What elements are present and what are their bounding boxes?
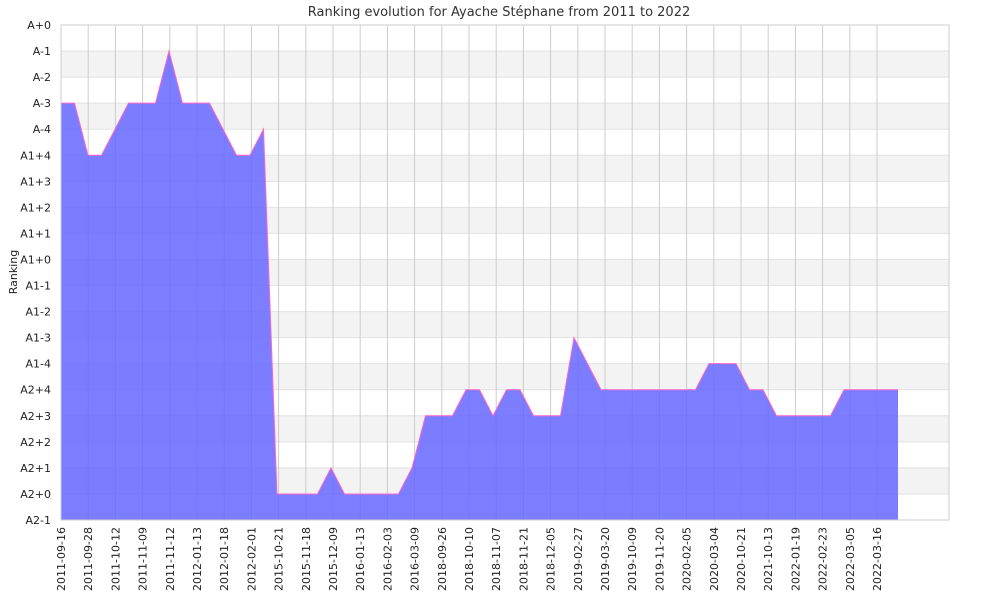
x-tick-label: 2019-03-20: [599, 527, 612, 591]
x-tick-label: 2020-10-21: [735, 527, 748, 591]
plot-border: [60, 24, 950, 521]
background-band: [61, 25, 949, 52]
x-tick-label: 2022-03-05: [844, 527, 857, 591]
x-tick-label: 2016-02-03: [381, 527, 394, 591]
x-tick-label: 2018-10-10: [463, 527, 476, 591]
x-tick-label: 2015-12-09: [327, 527, 340, 591]
y-axis-title: Ranking: [7, 250, 20, 295]
x-tick-label: 2011-11-12: [164, 527, 177, 591]
x-tick-label: 2012-01-18: [218, 527, 231, 591]
x-tick-label: 2012-02-01: [245, 527, 258, 591]
y-tick-label: A2+4: [20, 384, 51, 397]
x-tick-label: 2020-02-05: [681, 527, 694, 591]
x-tick-label: 2018-12-05: [545, 527, 558, 591]
x-tick-label: 2012-01-13: [191, 527, 204, 591]
y-tick-label: A1+0: [20, 253, 51, 266]
y-tick-label: A1-1: [26, 280, 52, 293]
y-tick-label: A2+0: [20, 488, 51, 501]
x-tick-label: 2015-10-21: [273, 527, 286, 591]
y-tick-label: A2-1: [26, 514, 52, 527]
x-tick-label: 2022-01-19: [789, 527, 802, 591]
x-axis-ticks: 2011-09-16 2011-09-28 2011-10-12 2011-11-09…: [55, 527, 884, 591]
ranking-line: [61, 49, 898, 495]
x-tick-label: 2021-10-13: [762, 527, 775, 591]
y-tick-label: A1-4: [26, 358, 52, 371]
x-tick-label: 2018-11-21: [517, 527, 530, 591]
x-tick-label: 2016-01-13: [354, 527, 367, 591]
y-tick-label: A1+1: [20, 227, 51, 240]
x-tick-label: 2019-10-09: [626, 527, 639, 591]
y-tick-label: A-1: [33, 45, 51, 58]
x-tick-label: 2011-10-12: [109, 527, 122, 591]
y-tick-label: A2+3: [20, 410, 51, 423]
x-tick-label: 2019-02-27: [572, 527, 585, 591]
x-tick-label: 2011-09-28: [82, 527, 95, 591]
ranking-area: [61, 51, 898, 521]
background-band: [61, 51, 949, 78]
x-tick-label: 2022-03-16: [871, 527, 884, 591]
area-layer: [60, 24, 950, 521]
y-tick-label: A-4: [33, 123, 51, 136]
background-band: [61, 77, 949, 104]
x-tick-label: 2011-09-16: [55, 527, 68, 591]
x-tick-label: 2016-03-09: [409, 527, 422, 591]
x-tick-label: 2020-03-04: [708, 527, 721, 591]
y-tick-label: A-3: [33, 97, 51, 110]
x-tick-label: 2018-09-26: [436, 527, 449, 591]
chart-title: Ranking evolution for Ayache Stéphane fr…: [308, 5, 690, 20]
x-tick-label: 2018-11-07: [490, 527, 503, 591]
y-axis-ticks: A2-1 A2+0 A2+1 A2+2 A2+3 A2+4 A1-4 A1-3 A1-2 A1-1…: [20, 19, 51, 527]
x-tick-label: 2019-11-20: [653, 527, 666, 591]
x-tick-label: 2011-11-09: [137, 527, 150, 591]
y-tick-label: A1+3: [20, 175, 51, 188]
y-tick-label: A1+4: [20, 149, 51, 162]
y-tick-label: A1-3: [26, 332, 52, 345]
y-tick-label: A1-2: [26, 306, 52, 319]
y-tick-label: A2+1: [20, 462, 51, 475]
x-tick-label: 2022-02-23: [817, 527, 830, 591]
x-tick-label: 2015-11-18: [300, 527, 313, 591]
y-tick-label: A+0: [27, 19, 51, 32]
y-tick-label: A2+2: [20, 436, 51, 449]
y-tick-label: A1+2: [20, 201, 51, 214]
y-tick-label: A-2: [33, 71, 51, 84]
